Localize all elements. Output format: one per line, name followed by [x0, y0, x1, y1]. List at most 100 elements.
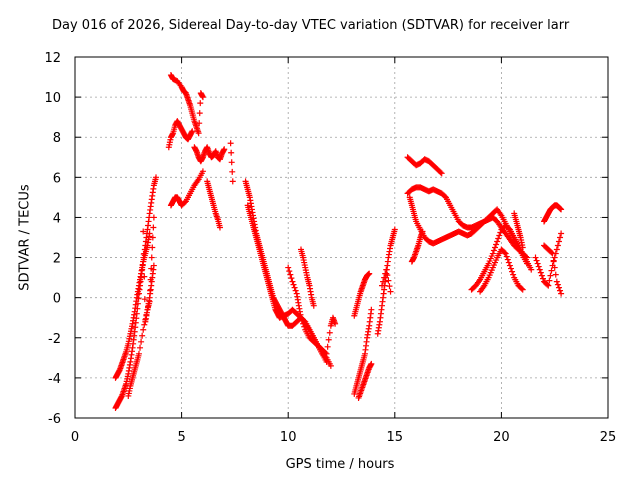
data-point [368, 306, 375, 313]
x-axis-label: GPS time / hours [285, 457, 395, 472]
chart-title: Day 016 of 2026, Sidereal Day-to-day VTE… [52, 18, 570, 33]
data-point [534, 260, 541, 267]
data-point [519, 244, 526, 251]
data-point [366, 270, 373, 277]
data-point [558, 206, 565, 213]
data-point [548, 267, 555, 274]
data-point [495, 235, 502, 242]
y-tick-label: 10 [44, 91, 61, 106]
data-point [519, 286, 526, 293]
data-point [290, 281, 297, 288]
data-point [300, 320, 307, 327]
data-point [385, 277, 392, 284]
data-point [221, 146, 228, 153]
data-point [506, 262, 513, 269]
data-point [548, 249, 555, 256]
data-point [505, 225, 512, 232]
data-point [554, 242, 561, 249]
y-tick-label: 4 [53, 211, 61, 226]
data-point [494, 238, 501, 245]
data-point [323, 350, 330, 357]
data-point [291, 284, 298, 291]
y-tick-label: 2 [53, 252, 61, 267]
data-point [197, 100, 204, 107]
data-point [555, 238, 562, 245]
data-point [509, 268, 516, 275]
data-point [497, 229, 504, 236]
data-point [501, 249, 508, 256]
data-point [438, 170, 445, 177]
axis-ticks: 0 5 10 15 20 25 -6 -4 -2 0 2 4 6 8 10 12 [44, 51, 616, 445]
data-point [507, 265, 514, 272]
data-point [322, 349, 329, 356]
x-tick-label: 15 [387, 430, 404, 445]
data-point [387, 288, 394, 295]
data-point [535, 263, 542, 270]
data-point [552, 271, 559, 278]
data-point [150, 224, 157, 231]
data-point [146, 230, 153, 237]
data-point [137, 344, 144, 351]
data-point [496, 232, 503, 239]
data-point [149, 244, 156, 251]
data-point [323, 358, 330, 365]
data-point [381, 274, 388, 281]
data-point [199, 168, 206, 175]
y-tick-label: 12 [44, 51, 61, 66]
data-point [181, 199, 188, 206]
data-point [150, 214, 157, 221]
data-point [199, 94, 206, 101]
data-point [228, 149, 235, 156]
data-point [148, 265, 155, 272]
data-point [146, 298, 153, 305]
data-point [289, 278, 296, 285]
data-point [301, 323, 308, 330]
data-point [518, 285, 525, 292]
data-point [538, 272, 545, 279]
data-point [288, 275, 295, 282]
data-point [546, 277, 553, 284]
y-tick-label: 8 [53, 131, 61, 146]
data-point [286, 268, 293, 275]
data-point [545, 282, 552, 289]
x-tick-label: 5 [177, 430, 185, 445]
data-point [539, 275, 546, 282]
data-point [557, 287, 564, 294]
data-point [196, 120, 203, 127]
data-point [549, 250, 556, 257]
data-point [292, 287, 299, 294]
data-point [537, 269, 544, 276]
data-point [492, 244, 499, 251]
data-point [325, 336, 332, 343]
x-tick-label: 25 [600, 430, 617, 445]
data-point [384, 272, 391, 279]
data-point [368, 360, 375, 367]
data-point [383, 266, 390, 273]
data-point [502, 250, 509, 257]
data-point [227, 140, 234, 147]
data-point [138, 338, 145, 345]
data-point [135, 350, 142, 357]
data-point [558, 230, 565, 237]
data-point [287, 271, 294, 278]
data-point [147, 287, 154, 294]
data-point [503, 253, 510, 260]
data-point [141, 321, 148, 328]
data-point [379, 282, 386, 289]
data-point [139, 332, 146, 339]
data-point [195, 130, 202, 137]
data-point [324, 343, 331, 350]
data-point [285, 264, 292, 271]
data-point [229, 178, 236, 185]
data-point [489, 250, 496, 257]
data-point [528, 266, 535, 273]
data-point [391, 226, 398, 233]
data-point [140, 326, 147, 333]
data-point [505, 259, 512, 266]
data-point [493, 241, 500, 248]
data-point [140, 228, 147, 235]
data-point [297, 314, 304, 321]
data-point [153, 174, 160, 181]
data-point [141, 273, 148, 280]
